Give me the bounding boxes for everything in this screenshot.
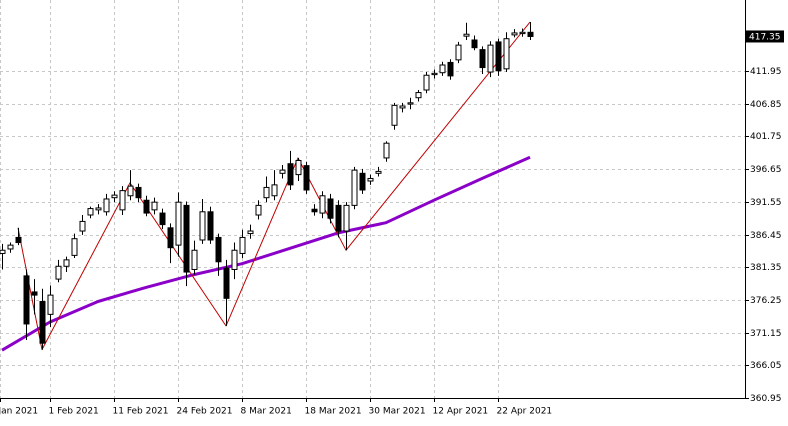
plot bbox=[0, 21, 534, 352]
candle-body bbox=[287, 163, 294, 186]
candle-body bbox=[487, 44, 494, 73]
candle-body bbox=[191, 249, 198, 270]
candle-body bbox=[175, 201, 182, 246]
candle-body bbox=[463, 33, 470, 37]
moving-average bbox=[1, 155, 531, 352]
candle-body bbox=[407, 102, 414, 105]
y-tick-label: 360.95 bbox=[750, 394, 782, 404]
candle-body bbox=[239, 236, 246, 254]
candle-body bbox=[215, 236, 222, 263]
y-tick-label: 371.15 bbox=[750, 329, 782, 339]
candle-body bbox=[7, 244, 14, 250]
candle-body bbox=[143, 199, 150, 214]
candle-body bbox=[279, 169, 286, 174]
candle-body bbox=[111, 194, 118, 199]
candle-body bbox=[15, 236, 22, 244]
candle-body bbox=[63, 259, 70, 267]
candle-body bbox=[351, 169, 358, 206]
x-tick-label: Jan 2021 bbox=[0, 407, 38, 417]
last-price-box bbox=[746, 30, 784, 43]
y-tick-label: 396.65 bbox=[750, 165, 782, 175]
candle-body bbox=[119, 190, 126, 211]
candle-body bbox=[47, 294, 54, 315]
candle-body bbox=[399, 105, 406, 109]
candle-body bbox=[79, 220, 86, 232]
axes: 360.95 366.05 371.15 376.25 381.35 386.45 391.… bbox=[0, 30, 784, 417]
candle-body bbox=[447, 61, 454, 77]
candle-body bbox=[87, 208, 94, 216]
candle-body bbox=[335, 204, 342, 232]
grid bbox=[0, 0, 745, 399]
candle-body bbox=[247, 230, 254, 235]
candle-body bbox=[479, 49, 486, 69]
candle-body bbox=[263, 186, 270, 199]
candle-body bbox=[383, 142, 390, 159]
candle-body bbox=[39, 301, 46, 344]
candle-body bbox=[95, 207, 102, 211]
candle-body bbox=[519, 31, 526, 35]
x-tick-label: 11 Feb 2021 bbox=[113, 407, 169, 417]
candle-body bbox=[0, 249, 6, 254]
candle-body bbox=[135, 186, 142, 199]
candle-body bbox=[503, 38, 510, 70]
y-tick-label: 381.35 bbox=[750, 263, 782, 273]
candle-body bbox=[223, 267, 230, 299]
y-tick-label: 406.85 bbox=[750, 100, 782, 110]
candle-body bbox=[167, 227, 174, 249]
candle-body bbox=[103, 198, 110, 213]
candle-body bbox=[359, 172, 366, 191]
candle-body bbox=[183, 204, 190, 273]
x-tick-label: 22 Apr 2021 bbox=[497, 407, 553, 417]
y-tick-label: 401.75 bbox=[750, 132, 782, 142]
candle-body bbox=[23, 275, 30, 325]
candle-body bbox=[431, 72, 438, 76]
candle-body bbox=[423, 74, 430, 91]
last-price-label: 417.35 bbox=[749, 32, 781, 42]
candle-body bbox=[255, 204, 262, 216]
y-tick-label: 366.05 bbox=[750, 361, 782, 371]
candle-body bbox=[495, 41, 502, 72]
x-tick-label: 12 Apr 2021 bbox=[433, 407, 489, 417]
candle-body bbox=[159, 212, 166, 226]
candle-body bbox=[319, 195, 326, 214]
candle-body bbox=[455, 44, 462, 61]
candle-body bbox=[471, 39, 478, 49]
candle-body bbox=[391, 104, 398, 126]
y-tick-label: 386.45 bbox=[750, 231, 782, 241]
candle-body bbox=[439, 64, 446, 74]
candle-body bbox=[31, 291, 38, 296]
x-tick-label: 18 Mar 2021 bbox=[305, 407, 362, 417]
candle-body bbox=[311, 208, 318, 213]
candle-body bbox=[375, 170, 382, 174]
x-tick-label: 1 Feb 2021 bbox=[49, 407, 99, 417]
candle-body bbox=[527, 31, 534, 37]
candle-body bbox=[295, 160, 302, 176]
x-tick-label: 8 Mar 2021 bbox=[241, 407, 292, 417]
y-tick-label: 376.25 bbox=[750, 296, 782, 306]
y-tick-label: 411.95 bbox=[750, 67, 782, 77]
candle-body bbox=[415, 92, 422, 99]
candle-body bbox=[271, 184, 278, 197]
candle-body bbox=[231, 249, 238, 270]
x-tick-label: 30 Mar 2021 bbox=[369, 407, 426, 417]
y-tick-label: 391.55 bbox=[750, 198, 782, 208]
candle-body bbox=[511, 32, 518, 36]
candle-body bbox=[207, 211, 214, 241]
candle-body bbox=[327, 198, 334, 219]
candle-body bbox=[303, 165, 310, 191]
candle-body bbox=[55, 265, 62, 280]
candle-body bbox=[367, 177, 374, 182]
candle-body bbox=[199, 211, 206, 241]
candle-body bbox=[71, 238, 78, 256]
candle-body bbox=[127, 185, 134, 197]
candle-body bbox=[343, 204, 350, 232]
candle-body bbox=[151, 201, 158, 211]
x-tick-label: 24 Feb 2021 bbox=[177, 407, 233, 417]
